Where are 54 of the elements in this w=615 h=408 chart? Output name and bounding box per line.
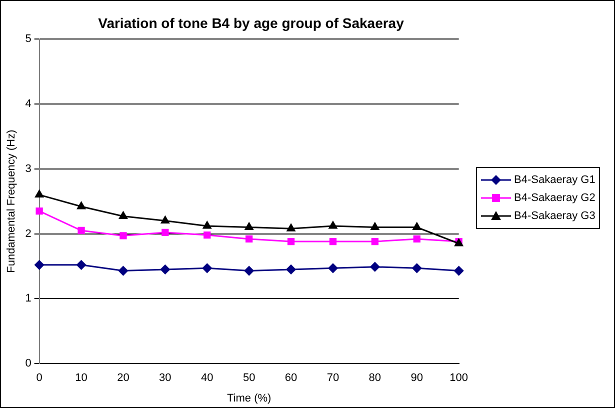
point [118,266,128,276]
point [245,235,253,243]
y-tick-label: 3 [25,162,32,175]
point [412,222,422,230]
point [76,260,86,270]
point [286,264,296,274]
point [287,238,295,246]
y-tick-label: 4 [25,98,32,110]
y-tick-label: 2 [25,228,32,240]
y-axis-title: Fundamental Frequency (Hz) [6,130,18,273]
x-tick-label: 90 [410,372,423,384]
point [204,231,211,239]
x-tick-label: 0 [36,372,42,384]
point [371,238,378,246]
point [454,266,464,276]
point [119,211,128,219]
point [35,190,44,198]
point [36,207,43,215]
x-axis-title: Time (%) [226,392,272,404]
point [244,222,254,230]
point [286,224,296,232]
legend-label: B4-Sakaeray G1 [514,173,596,188]
point [328,221,338,229]
point [413,235,420,243]
x-tick-label: 10 [75,372,88,384]
point [162,228,169,236]
point [412,263,422,273]
point [329,238,337,246]
point [120,232,127,240]
x-tick-label: 30 [159,372,172,384]
point [328,263,338,273]
x-tick-label: 80 [368,372,382,384]
x-tick-label: 60 [284,372,298,384]
point [78,226,85,234]
x-tick-label: 50 [242,372,256,384]
legend-label: B4-Sakaeray G2 [514,191,596,206]
point [202,221,212,229]
point [34,260,44,270]
x-tick-label: 40 [200,372,214,384]
point [160,264,170,274]
point [244,266,254,276]
x-tick-label: 20 [117,372,130,384]
x-tick-label: 70 [326,372,340,384]
point [370,262,380,272]
y-tick-label: 1 [25,292,32,305]
y-tick-label: 5 [25,33,32,46]
y-tick-label: 0 [25,358,32,370]
legend-label: B4-Sakaeray G3 [514,209,596,224]
x-tick-label: 100 [450,372,468,384]
point [77,202,86,210]
point [202,263,212,273]
point [370,222,380,230]
chart-title: Variation of tone B4 by age group of Sakaeray [97,15,405,31]
point [160,216,170,224]
